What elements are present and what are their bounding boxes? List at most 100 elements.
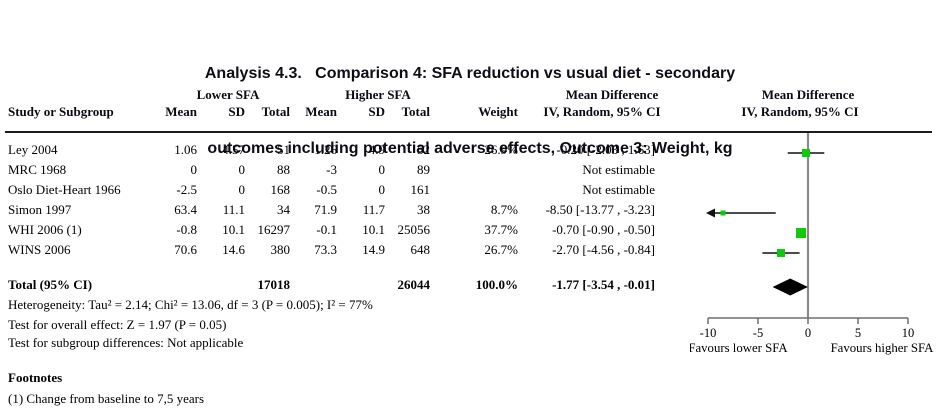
sd-higher: 0 <box>378 162 386 177</box>
table-row: WINS 2006 70.6 14.6 380 73.3 14.9 648 26… <box>0 240 940 260</box>
ci-text: -0.20 [-2.03 , 1.63] <box>556 142 655 157</box>
total-lower: 168 <box>270 182 291 197</box>
mean-lower: -2.5 <box>176 182 197 197</box>
effect-marker <box>802 149 810 157</box>
mean-higher: -0.5 <box>316 182 337 197</box>
sd-higher: 0 <box>378 182 386 197</box>
total-lower: 380 <box>270 242 291 257</box>
total-higher: 89 <box>417 162 430 177</box>
table-row: WHI 2006 (1) -0.8 10.1 16297 -0.1 10.1 2… <box>0 220 940 240</box>
total-higher: 648 <box>410 242 431 257</box>
mean-lower: 70.6 <box>174 242 197 257</box>
md-plot-title: Mean Difference <box>761 87 855 102</box>
sd-lower: 4.57 <box>222 142 245 157</box>
study-name: WHI 2006 (1) <box>8 222 82 237</box>
study-name: Oslo Diet-Heart 1966 <box>8 182 121 197</box>
total-n-lower: 17018 <box>257 277 291 292</box>
page-title: Analysis 4.3. Comparison 4: SFA reductio… <box>0 11 940 211</box>
col-header-study: Study or Subgroup <box>8 104 114 119</box>
md-column-subtitle: IV, Random, 95% CI <box>543 104 661 119</box>
study-name: Ley 2004 <box>8 142 58 157</box>
total-lower: 34 <box>277 202 290 217</box>
table-row: Ley 2004 1.06 4.57 51 1.26 4.9 52 26.9% … <box>0 140 940 160</box>
axis-tick-label: 5 <box>855 326 861 340</box>
col-header-total-higher: Total <box>401 104 430 119</box>
weight-value: 8.7% <box>490 202 518 217</box>
table-row: Oslo Diet-Heart 1966 -2.5 0 168 -0.5 0 1… <box>0 180 940 200</box>
mean-higher: 71.9 <box>314 202 337 217</box>
axis-tick-label: 10 <box>902 326 915 340</box>
sd-higher: 10.1 <box>362 222 385 237</box>
study-name: MRC 1968 <box>8 162 67 177</box>
total-higher: 52 <box>417 142 430 157</box>
total-row: Total (95% CI) 17018 26044 100.0% -1.77 … <box>0 275 940 295</box>
study-rows: Ley 2004 1.06 4.57 51 1.26 4.9 52 26.9% … <box>0 140 940 260</box>
total-higher: 25056 <box>397 222 431 237</box>
total-higher: 38 <box>417 202 430 217</box>
total-weight: 100.0% <box>475 277 518 292</box>
total-lower: 51 <box>277 142 290 157</box>
header-divider-line <box>5 131 932 133</box>
ci-text: -0.70 [-0.90 , -0.50] <box>552 222 655 237</box>
study-name: WINS 2006 <box>8 242 71 257</box>
axis-tick-label: 0 <box>805 326 811 340</box>
page-title-line2: outcomes including potential adverse eff… <box>207 140 733 157</box>
md-column-title: Mean Difference <box>565 87 659 102</box>
md-plot-subtitle: IV, Random, 95% CI <box>741 104 859 119</box>
col-header-total-lower: Total <box>261 104 290 119</box>
favours-left-label: Favours lower SFA <box>690 341 788 355</box>
subgroup-test: Test for subgroup differences: Not appli… <box>8 335 244 350</box>
forest-plot-canvas: -10 -5 0 5 10 Favours lower SFA Favours higher… <box>690 133 935 355</box>
mean-lower: -0.8 <box>176 222 197 237</box>
sd-lower: 0 <box>238 182 246 197</box>
effect-marker <box>720 210 726 216</box>
weight-value: 26.7% <box>484 242 518 257</box>
footnotes-heading: Footnotes <box>8 370 63 385</box>
summary-diamond <box>772 278 808 296</box>
mean-lower: 1.06 <box>174 142 197 157</box>
sd-lower: 0 <box>238 162 246 177</box>
total-label: Total (95% CI) <box>8 277 93 292</box>
weight-value: 37.7% <box>484 222 518 237</box>
mean-higher: -3 <box>326 162 337 177</box>
col-header-weight: Weight <box>478 104 518 119</box>
mean-lower: 63.4 <box>174 202 197 217</box>
group-header-lower-sfa: Lower SFA <box>196 87 260 102</box>
col-header-sd-higher: SD <box>368 104 385 119</box>
ci-text: -8.50 [-13.77 , -3.23] <box>545 202 655 217</box>
col-header-sd-lower: SD <box>228 104 245 119</box>
table-row: Simon 1997 63.4 11.1 34 71.9 11.7 38 8.7… <box>0 200 940 220</box>
col-header-mean-higher: Mean <box>305 104 337 119</box>
sd-lower: 11.1 <box>222 202 245 217</box>
sd-lower: 10.1 <box>222 222 245 237</box>
total-ci-text: -1.77 [-3.54 , -0.01] <box>552 277 655 292</box>
mean-lower: 0 <box>190 162 198 177</box>
study-name: Simon 1997 <box>8 202 72 217</box>
total-n-higher: 26044 <box>397 277 431 292</box>
group-header-higher-sfa: Higher SFA <box>345 87 411 102</box>
sd-lower: 14.6 <box>222 242 245 257</box>
page-title-line1: Analysis 4.3. Comparison 4: SFA reductio… <box>204 65 736 82</box>
total-lower: 16297 <box>257 222 291 237</box>
total-lower: 88 <box>277 162 290 177</box>
table-row: MRC 1968 0 0 88 -3 0 89 Not estimable <box>0 160 940 180</box>
axis-tick-label: -10 <box>700 326 717 340</box>
sd-higher: 11.7 <box>362 202 385 217</box>
sd-higher: 14.9 <box>362 242 385 257</box>
weight-value: 26.9% <box>484 142 518 157</box>
ci-text: Not estimable <box>582 162 655 177</box>
ci-text: -2.70 [-4.56 , -0.84] <box>552 242 655 257</box>
overall-effect-test: Test for overall effect: Z = 1.97 (P = 0… <box>8 317 227 332</box>
ci-text: Not estimable <box>582 182 655 197</box>
mean-higher: 73.3 <box>314 242 337 257</box>
axis-tick-label: -5 <box>753 326 763 340</box>
ci-clip-arrow-left <box>706 208 715 218</box>
effect-marker <box>777 249 785 257</box>
mean-higher: -0.1 <box>316 222 337 237</box>
favours-right-label: Favours higher SFA <box>831 341 935 355</box>
col-header-mean-lower: Mean <box>165 104 197 119</box>
footnote-1: (1) Change from baseline to 7,5 years <box>8 391 205 406</box>
mean-higher: 1.26 <box>314 142 337 157</box>
sd-higher: 4.9 <box>368 142 385 157</box>
